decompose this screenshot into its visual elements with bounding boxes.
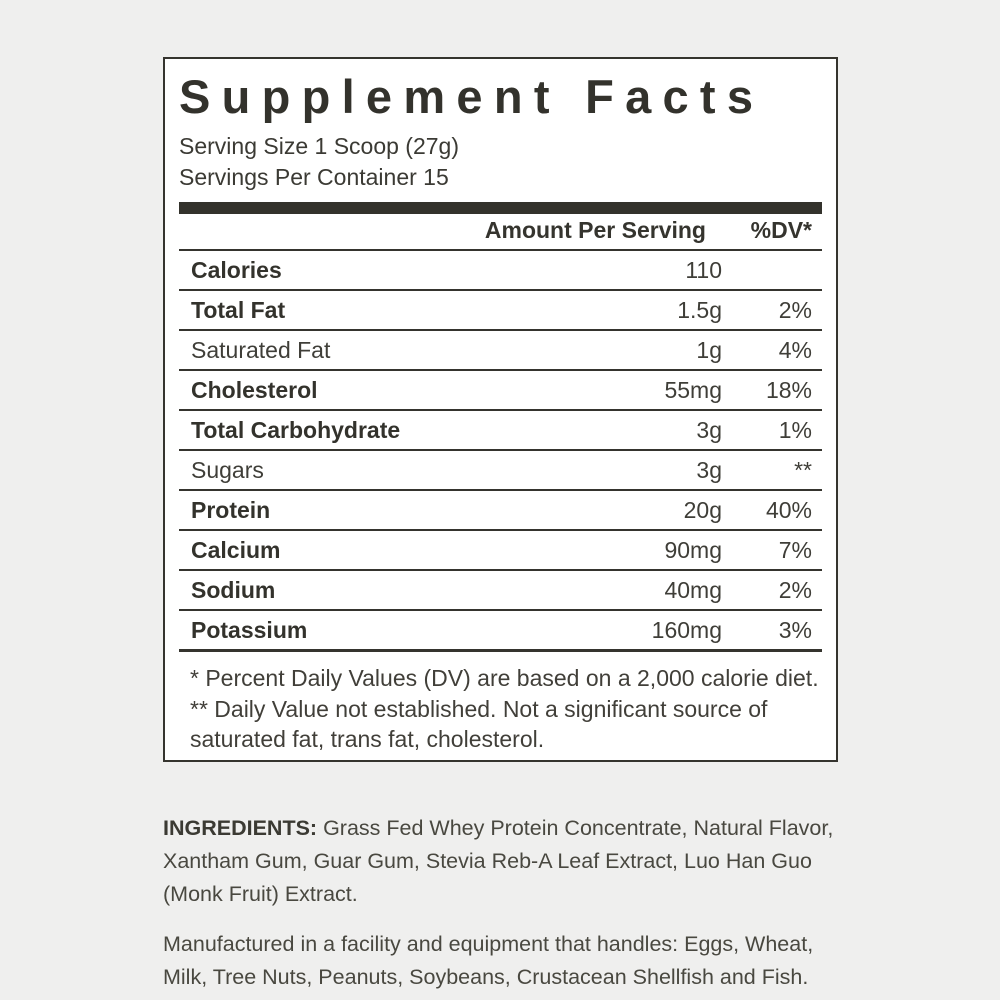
nutrient-name: Cholesterol xyxy=(191,376,318,403)
column-header-dv: %DV* xyxy=(750,217,812,243)
nutrient-dv: 18% xyxy=(765,376,812,403)
nutrient-name: Sodium xyxy=(191,576,276,603)
ingredients-label: INGREDIENTS: xyxy=(163,815,318,840)
nutrient-dv: 4% xyxy=(778,336,812,363)
nutrient-dv: 3% xyxy=(778,616,812,643)
nutrient-amount: 90mg xyxy=(664,536,722,563)
table-row-total-fat: Total Fat 1.5g 2% xyxy=(179,289,822,329)
nutrient-amount: 160mg xyxy=(651,616,722,643)
servings-per-container: Servings Per Container 15 xyxy=(179,164,449,190)
nutrient-amount: 1g xyxy=(696,336,722,363)
nutrient-dv: 2% xyxy=(778,576,812,603)
nutrient-name: Protein xyxy=(191,496,271,523)
nutrient-dv: 40% xyxy=(765,496,812,523)
serving-info: Serving Size 1 Scoop (27g) Servings Per … xyxy=(179,131,822,193)
nutrient-name: Calcium xyxy=(191,536,281,563)
nutrient-dv: ** xyxy=(794,456,812,483)
table-row-total-carbohydrate: Total Carbohydrate 3g 1% xyxy=(179,409,822,449)
dv-footnote: * Percent Daily Values (DV) are based on… xyxy=(179,649,822,755)
table-row-protein: Protein 20g 40% xyxy=(179,489,822,529)
table-row-potassium: Potassium 160mg 3% xyxy=(179,609,822,649)
nutrient-name: Total Fat xyxy=(191,296,286,323)
ingredients-paragraph: INGREDIENTS: Grass Fed Whey Protein Conc… xyxy=(163,812,840,911)
panel-title: Supplement Facts xyxy=(179,70,765,123)
nutrient-dv: 2% xyxy=(778,296,812,323)
divider-thick-bar xyxy=(179,202,822,214)
table-row-sodium: Sodium 40mg 2% xyxy=(179,569,822,609)
nutrient-name: Potassium xyxy=(191,616,308,643)
nutrient-amount: 3g xyxy=(696,416,722,443)
nutrient-amount: 1.5g xyxy=(677,296,722,323)
allergen-paragraph: Manufactured in a facility and equipment… xyxy=(163,931,814,989)
ingredients-text: Grass Fed Whey Protein Concentrate, Natu… xyxy=(163,815,834,906)
table-row-calories: Calories 110 xyxy=(179,249,822,289)
nutrient-amount: 55mg xyxy=(664,376,722,403)
nutrient-name: Calories xyxy=(191,256,282,283)
nutrient-amount: 20g xyxy=(683,496,722,523)
nutrient-amount: 3g xyxy=(696,456,722,483)
nutrient-dv: 7% xyxy=(778,536,812,563)
table-header-row: Amount Per Serving %DV* xyxy=(179,214,822,249)
table-row-sugars: Sugars 3g ** xyxy=(179,449,822,489)
column-header-amount: Amount Per Serving xyxy=(484,217,706,243)
supplement-facts-panel: Supplement Facts Serving Size 1 Scoop (2… xyxy=(163,57,838,762)
nutrient-name: Total Carbohydrate xyxy=(191,416,401,443)
table-row-cholesterol: Cholesterol 55mg 18% xyxy=(179,369,822,409)
serving-size: Serving Size 1 Scoop (27g) xyxy=(179,133,459,159)
nutrient-amount: 40mg xyxy=(664,576,722,603)
nutrient-name: Sugars xyxy=(191,456,264,483)
nutrient-dv: 1% xyxy=(778,416,812,443)
nutrient-amount: 110 xyxy=(685,256,722,283)
nutrient-name: Saturated Fat xyxy=(191,336,331,363)
table-row-calcium: Calcium 90mg 7% xyxy=(179,529,822,569)
table-row-saturated-fat: Saturated Fat 1g 4% xyxy=(179,329,822,369)
